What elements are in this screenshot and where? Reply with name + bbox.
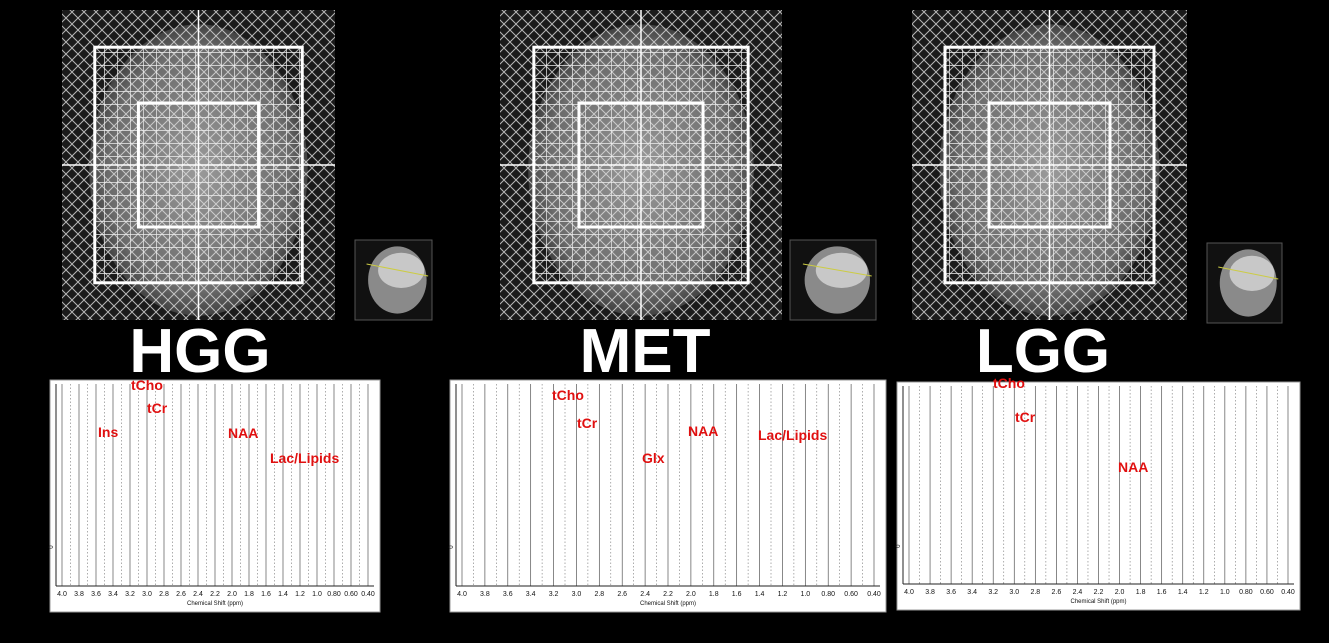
x-tick-label: 2.6 — [176, 591, 186, 598]
peak-label: tCr — [1015, 409, 1036, 425]
peak-label: Lac/Lipids — [758, 427, 827, 443]
peak-label: tCho — [552, 387, 584, 403]
peak-label: NAA — [228, 425, 258, 441]
x-tick-label: 0.40 — [1281, 589, 1295, 596]
x-tick-label: 0.40 — [867, 591, 881, 598]
x-tick-label: 0.40 — [361, 591, 375, 598]
x-tick-label: 1.0 — [312, 591, 322, 598]
peak-label: tCho — [993, 375, 1025, 391]
x-tick-label: 1.8 — [709, 591, 719, 598]
x-tick-label: 1.4 — [278, 591, 288, 598]
x-tick-label: 3.4 — [108, 591, 118, 598]
y-tick-label: 0 — [49, 545, 55, 549]
peak-label: Glx — [642, 450, 665, 466]
x-tick-label: 1.4 — [1178, 589, 1188, 596]
x-tick-label: 1.2 — [295, 591, 305, 598]
x-tick-label: 3.8 — [925, 589, 935, 596]
x-tick-label: 1.8 — [1136, 589, 1146, 596]
peak-label: NAA — [688, 423, 718, 439]
x-tick-label: 1.2 — [1199, 589, 1209, 596]
x-tick-label: 2.4 — [1073, 589, 1083, 596]
x-tick-label: 3.2 — [988, 589, 998, 596]
x-tick-label: 3.4 — [526, 591, 536, 598]
x-tick-label: 1.8 — [244, 591, 254, 598]
peak-label: tCr — [147, 400, 168, 416]
x-tick-label: 4.0 — [904, 589, 914, 596]
x-tick-label: 2.4 — [193, 591, 203, 598]
x-tick-label: 0.60 — [1260, 589, 1274, 596]
x-tick-label: 3.6 — [503, 591, 513, 598]
peak-label: tCr — [577, 415, 598, 431]
x-tick-label: 3.0 — [1009, 589, 1019, 596]
x-tick-label: 0.60 — [844, 591, 858, 598]
x-tick-label: 3.8 — [480, 591, 490, 598]
x-axis-label: Chemical Shift (ppm) — [187, 601, 243, 607]
x-tick-label: 3.2 — [125, 591, 135, 598]
x-tick-label: 1.6 — [1157, 589, 1167, 596]
x-tick-label: 2.0 — [686, 591, 696, 598]
tumor-label: MET — [580, 317, 711, 386]
x-tick-label: 0.80 — [1239, 589, 1253, 596]
x-tick-label: 1.6 — [732, 591, 742, 598]
x-tick-label: 2.6 — [617, 591, 627, 598]
x-tick-label: 1.6 — [261, 591, 271, 598]
peak-label: Lac/Lipids — [270, 450, 339, 466]
x-tick-label: 2.4 — [640, 591, 650, 598]
x-tick-label: 0.60 — [344, 591, 358, 598]
x-tick-label: 2.2 — [663, 591, 673, 598]
x-tick-label: 2.8 — [594, 591, 604, 598]
peak-label: Ins — [98, 424, 118, 440]
x-tick-label: 3.2 — [549, 591, 559, 598]
x-tick-label: 2.6 — [1052, 589, 1062, 596]
peak-label: NAA — [1118, 459, 1148, 475]
y-tick-label: 0 — [896, 544, 902, 548]
x-tick-label: 3.6 — [91, 591, 101, 598]
x-tick-label: 3.4 — [967, 589, 977, 596]
x-tick-label: 3.8 — [74, 591, 84, 598]
x-tick-label: 2.0 — [227, 591, 237, 598]
x-tick-label: 1.2 — [778, 591, 788, 598]
x-tick-label: 2.2 — [1094, 589, 1104, 596]
x-axis-label: Chemical Shift (ppm) — [1070, 599, 1126, 605]
tumor-label: LGG — [976, 317, 1110, 386]
tumor-label: HGG — [129, 317, 270, 386]
peak-label: tCho — [131, 377, 163, 393]
scout-slice — [802, 263, 872, 277]
y-tick-label: 0 — [449, 545, 455, 549]
x-tick-label: 0.80 — [821, 591, 835, 598]
x-tick-label: 1.0 — [1220, 589, 1230, 596]
x-tick-label: 1.4 — [755, 591, 765, 598]
x-tick-label: 2.0 — [1115, 589, 1125, 596]
x-tick-label: 3.0 — [142, 591, 152, 598]
x-tick-label: 0.80 — [327, 591, 341, 598]
x-axis-label: Chemical Shift (ppm) — [640, 601, 696, 607]
x-tick-label: 1.0 — [800, 591, 810, 598]
x-tick-label: 3.0 — [572, 591, 582, 598]
x-tick-label: 2.8 — [159, 591, 169, 598]
scout-slice — [366, 263, 429, 277]
x-tick-label: 2.8 — [1030, 589, 1040, 596]
x-tick-label: 2.2 — [210, 591, 220, 598]
x-tick-label: 4.0 — [57, 591, 67, 598]
scout-slice — [1218, 266, 1279, 280]
x-tick-label: 4.0 — [457, 591, 467, 598]
x-tick-label: 3.6 — [946, 589, 956, 596]
